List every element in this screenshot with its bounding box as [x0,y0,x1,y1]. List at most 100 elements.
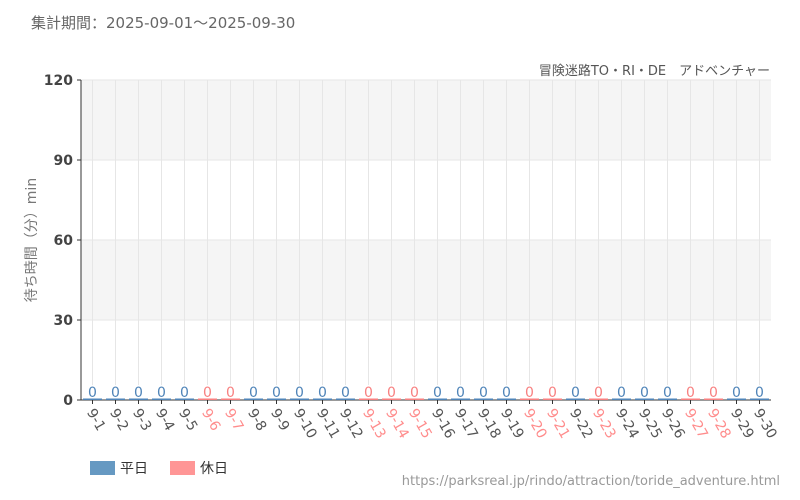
bar[interactable] [244,398,263,401]
data-label-outline: 0 [295,385,305,401]
bar[interactable] [704,398,723,401]
bar[interactable] [175,398,194,401]
data-label: 0 [502,385,511,401]
x-tick-label: 9-29 [727,406,757,442]
grid-band [81,320,771,400]
bar[interactable] [221,398,240,401]
x-tick-label: 9-13 [359,406,389,442]
bar[interactable] [129,398,148,401]
data-label: 0 [364,385,373,401]
data-label-outline: 0 [157,385,167,401]
bar[interactable] [543,398,562,401]
bar[interactable] [336,398,355,401]
bar[interactable] [474,398,493,401]
weekday-swatch [90,461,115,475]
data-label-outline: 0 [180,385,190,401]
data-label-outline: 0 [341,385,351,401]
data-label: 0 [755,385,764,401]
bar[interactable] [106,398,125,401]
x-tick-label: 9-10 [290,406,320,442]
data-label: 0 [341,385,350,401]
bar[interactable] [520,398,539,401]
grid-band [81,160,771,240]
data-label: 0 [318,385,327,401]
y-tick-label: 30 [54,313,74,329]
bar[interactable] [198,398,217,401]
bar[interactable] [750,398,769,401]
data-label-outline: 0 [732,385,742,401]
data-label-outline: 0 [525,385,535,401]
data-label: 0 [134,385,143,401]
bar[interactable] [566,398,585,401]
y-axis-label: 待ち時間（分）min [24,178,40,302]
data-label: 0 [709,385,718,401]
bar[interactable] [658,398,677,401]
bar[interactable] [727,398,746,401]
data-label-outline: 0 [640,385,650,401]
x-tick-label: 9-9 [267,406,292,434]
bar[interactable] [83,398,102,401]
x-tick-label: 9-24 [612,406,642,442]
bar[interactable] [612,398,631,401]
bar[interactable] [589,398,608,401]
legend: 平日 休日 [90,458,228,478]
y-tick-label: 0 [63,393,73,409]
legend-weekday[interactable]: 平日 [90,458,148,478]
x-tick-label: 9-3 [129,406,154,434]
bar[interactable] [359,398,378,401]
data-label: 0 [180,385,189,401]
x-tick-label: 9-4 [152,406,177,434]
x-tick-label: 9-7 [221,406,246,434]
data-label: 0 [686,385,695,401]
data-label: 0 [433,385,442,401]
data-label: 0 [157,385,166,401]
x-tick-label: 9-12 [336,406,366,442]
legend-holiday[interactable]: 休日 [170,458,228,478]
bar[interactable] [290,398,309,401]
bar[interactable] [313,398,332,401]
x-tick-label: 9-25 [635,406,665,442]
bar[interactable] [428,398,447,401]
data-label: 0 [226,385,235,401]
data-label: 0 [249,385,258,401]
source-url[interactable]: https://parksreal.jp/rindo/attraction/to… [401,474,780,489]
data-label-outline: 0 [663,385,673,401]
x-tick-label: 9-11 [313,406,343,442]
y-tick-label: 60 [54,233,74,249]
data-label-outline: 0 [387,385,397,401]
data-label: 0 [571,385,580,401]
bar[interactable] [497,398,516,401]
data-label-outline: 0 [594,385,604,401]
data-label-outline: 0 [548,385,558,401]
data-label-outline: 0 [318,385,328,401]
attraction-name: 冒険迷路TO・RI・DE アドベンチャー [538,64,770,79]
bar[interactable] [635,398,654,401]
data-label: 0 [479,385,488,401]
data-label-outline: 0 [686,385,696,401]
bar[interactable] [681,398,700,401]
grid-band [81,80,771,160]
x-tick-label: 9-19 [497,406,527,442]
data-label-outline: 0 [617,385,627,401]
bar[interactable] [382,398,401,401]
x-tick-label: 9-26 [658,406,688,442]
bar[interactable] [267,398,286,401]
x-tick-label: 9-5 [175,406,200,434]
data-label-outline: 0 [456,385,466,401]
data-label: 0 [525,385,534,401]
data-label-outline: 0 [226,385,236,401]
data-label: 0 [272,385,281,401]
data-label: 0 [295,385,304,401]
bar[interactable] [405,398,424,401]
data-label: 0 [203,385,212,401]
legend-weekday-label: 平日 [120,461,148,477]
data-label-outline: 0 [709,385,719,401]
data-label-outline: 0 [364,385,374,401]
data-label-outline: 0 [111,385,121,401]
data-label: 0 [663,385,672,401]
bar[interactable] [152,398,171,401]
bar[interactable] [451,398,470,401]
data-label-outline: 0 [755,385,765,401]
data-label: 0 [640,385,649,401]
